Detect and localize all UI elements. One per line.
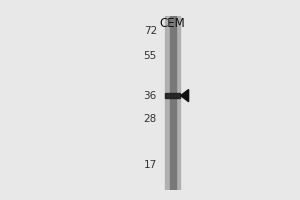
Polygon shape xyxy=(181,90,189,102)
Text: 72: 72 xyxy=(144,26,157,36)
Bar xyxy=(165,16,180,190)
Bar xyxy=(170,16,176,190)
Text: 36: 36 xyxy=(144,91,157,101)
Text: 17: 17 xyxy=(144,160,157,170)
Text: 55: 55 xyxy=(144,51,157,61)
Text: 28: 28 xyxy=(144,114,157,124)
Text: CEM: CEM xyxy=(160,17,185,30)
Bar xyxy=(165,93,180,98)
